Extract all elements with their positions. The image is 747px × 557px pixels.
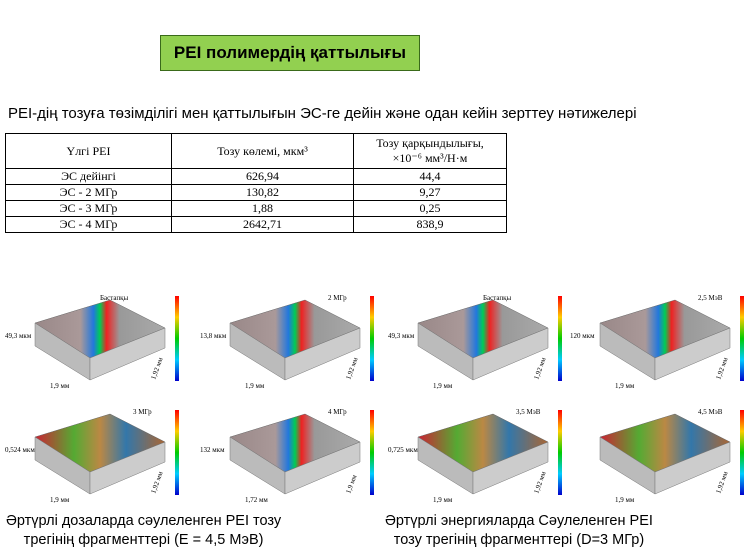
results-table: Үлгі PEI Тозу көлемі, мкм³ Тозу қарқынды… — [5, 133, 507, 233]
depth-label: 13,8 мкм — [200, 332, 227, 340]
left-caption: Әртүрлі дозаларда сәулеленген PEI тозу тр… — [6, 512, 281, 550]
table-cell: 626,94 — [171, 168, 354, 185]
color-bar — [175, 296, 179, 381]
surface-image: 4 МГр 132 мкм 1,72 мм 1,9 мм — [200, 408, 374, 504]
table-cell: ЭС дейінгі — [5, 168, 172, 185]
table-cell: ЭС - 3 МГр — [5, 200, 172, 217]
title: PEI полимердің қаттылығы — [160, 35, 420, 71]
right-caption: Әртүрлі энергияларда Сәулеленген PEI тозу… — [385, 512, 653, 550]
table-cell: 44,4 — [353, 168, 507, 185]
depth-label: 0,524 мкм — [5, 446, 35, 454]
color-bar — [370, 296, 374, 381]
color-bar — [370, 410, 374, 495]
table-cell: 0,25 — [353, 200, 507, 217]
depth-label: 49,3 мкм — [5, 332, 32, 340]
table-row: ЭС дейінгі 626,94 44,4 — [5, 168, 507, 185]
table-cell: ЭС - 4 МГр — [5, 216, 172, 233]
caption-line: трегінің фрагменттері (E = 4,5 МэВ) — [23, 532, 264, 548]
table-row: ЭС - 3 МГр 1,88 0,25 — [5, 200, 507, 217]
surface-side — [284, 327, 361, 381]
surface-side — [654, 327, 731, 381]
table-cell: ЭС - 2 МГр — [5, 184, 172, 201]
table-cell: 130,82 — [171, 184, 354, 201]
depth-label: 49,3 мкм — [388, 332, 415, 340]
y-size-label: 1,92 мм — [714, 356, 730, 381]
depth-label: 0,725 мкм — [388, 446, 418, 454]
surface-side — [654, 441, 731, 495]
table-cell: 1,88 — [171, 200, 354, 217]
header-cell: Үлгі PEI — [5, 133, 172, 169]
y-size-label: 1,9 мм — [344, 473, 358, 494]
x-size-label: 1,9 мм — [433, 382, 453, 390]
y-size-label: 1,92 мм — [714, 470, 730, 495]
table-cell: 9,27 — [353, 184, 507, 201]
color-bar — [558, 296, 562, 381]
x-size-label: 1,72 мм — [245, 496, 268, 504]
surface-image: Бастапқы 49,3 мкм 1,9 мм 1,92 мм — [388, 294, 562, 390]
y-size-label: 1,92 мм — [344, 356, 360, 381]
surface-side — [284, 441, 361, 495]
x-size-label: 1,9 мм — [433, 496, 453, 504]
x-size-label: 1,9 мм — [245, 382, 265, 390]
caption-line: Әртүрлі энергияларда Сәулеленген PEI — [385, 513, 653, 529]
surface-side — [472, 327, 549, 381]
x-size-label: 1,9 мм — [615, 496, 635, 504]
header-cell: Тозу көлемі, мкм³ — [171, 133, 354, 169]
surface-image: 3 МГр 0,524 мкм 1,9 мм 1,92 мм — [5, 408, 179, 504]
color-bar — [558, 410, 562, 495]
color-bar — [175, 410, 179, 495]
depth-label: 132 мкм — [200, 446, 225, 454]
image-label: 3,5 МэВ — [516, 408, 541, 416]
table-cell: 838,9 — [353, 216, 507, 233]
image-label: 3 МГр — [133, 408, 152, 416]
image-label: Бастапқы — [100, 294, 129, 302]
depth-label: 120 мкм — [570, 332, 595, 340]
header-row: Үлгі PEI Тозу көлемі, мкм³ Тозу қарқынды… — [5, 133, 507, 169]
caption-line: Әртүрлі дозаларда сәулеленген PEI тозу — [6, 513, 282, 529]
image-label: 2,5 МэВ — [698, 294, 723, 302]
table-row: ЭС - 2 МГр 130,82 9,27 — [5, 184, 507, 201]
surface-side — [89, 327, 166, 381]
image-label: 4,5 МэВ — [698, 408, 723, 416]
surface-side — [472, 441, 549, 495]
y-size-label: 1,92 мм — [532, 356, 548, 381]
x-size-label: 1,9 мм — [50, 496, 70, 504]
surface-image: 2 МГр 13,8 мкм 1,9 мм 1,92 мм — [200, 294, 374, 390]
subtitle: PEI-дің тозуға төзімділігі мен қаттылығы… — [8, 105, 637, 122]
y-size-label: 1,92 мм — [149, 356, 165, 381]
image-label: 4 МГр — [328, 408, 347, 416]
header-line: ×10⁻⁶ мм³/Н·м — [392, 151, 468, 165]
image-label: Бастапқы — [483, 294, 512, 302]
surface-image: 4,5 МэВ 1,9 мм 1,92 мм — [599, 408, 744, 504]
x-size-label: 1,9 мм — [50, 382, 70, 390]
image-label: 2 МГр — [328, 294, 347, 302]
header-line: Тозу қарқындылығы, — [376, 136, 484, 150]
x-size-label: 1,9 мм — [615, 382, 635, 390]
y-size-label: 1,92 мм — [532, 470, 548, 495]
color-bar — [740, 296, 744, 381]
surface-image: Бастапқы 49,3 мкм 1,9 мм 1,92 мм — [5, 294, 179, 390]
color-bar — [740, 410, 744, 495]
table-cell: 2642,71 — [171, 216, 354, 233]
caption-line: тозу трегінің фрагменттері (D=3 МГр) — [393, 532, 645, 548]
surface-side — [89, 441, 166, 495]
surface-image: 3,5 МэВ 0,725 мкм 1,9 мм 1,92 мм — [388, 408, 562, 504]
surface-image: 2,5 МэВ 120 мкм 1,9 мм 1,92 мм — [570, 294, 744, 390]
table-row: ЭС - 4 МГр 2642,71 838,9 — [5, 216, 507, 233]
header-cell: Тозу қарқындылығы, ×10⁻⁶ мм³/Н·м — [353, 133, 507, 169]
y-size-label: 1,92 мм — [149, 470, 165, 495]
